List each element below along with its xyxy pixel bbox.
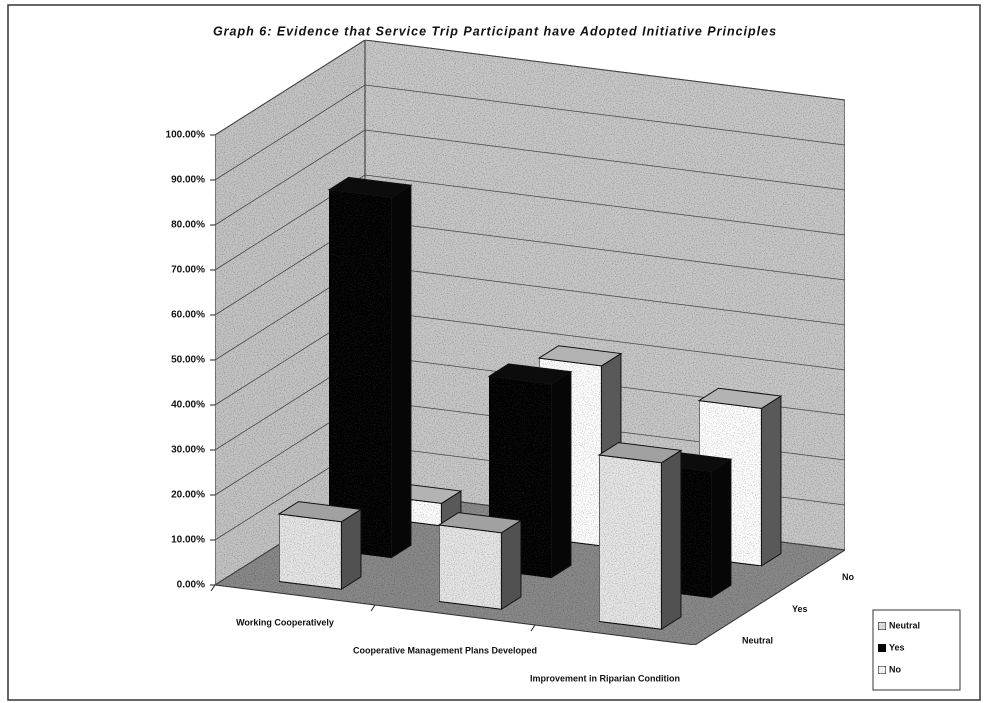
bar-top: [487, 363, 573, 385]
y-tick-label: 0.00%: [177, 580, 205, 591]
legend-label: No: [889, 664, 901, 674]
legend-swatch: [877, 665, 887, 675]
y-tick-label: 80.00%: [171, 220, 205, 231]
depth-label: Neutral: [742, 636, 773, 646]
y-tick-label: 100.00%: [166, 130, 206, 141]
bar-top: [537, 345, 623, 367]
y-tick-label: 90.00%: [171, 175, 205, 186]
legend-box: [872, 609, 961, 691]
y-tick-label: 40.00%: [171, 400, 205, 411]
bar-side: [710, 458, 732, 599]
bar-front: [328, 189, 392, 559]
x-tick-label: Cooperative Management Plans Developed: [353, 645, 537, 655]
legend-label: Neutral: [889, 620, 920, 630]
grid-line: [214, 39, 846, 136]
bar: [327, 176, 413, 559]
x-tick-label: Working Cooperatively: [236, 617, 334, 627]
y-tick-label: 50.00%: [171, 355, 205, 366]
x-tick: [210, 584, 216, 592]
bar-side: [390, 184, 412, 559]
bar-side: [660, 449, 682, 631]
legend-swatch: [877, 643, 887, 653]
legend-label: Yes: [889, 642, 905, 652]
bar-side: [550, 370, 572, 579]
bar: [487, 363, 573, 579]
x-tick-label: Improvement in Riparian Condition: [530, 673, 680, 683]
bar-top: [327, 176, 413, 199]
bar: [277, 501, 363, 591]
frame: [7, 4, 981, 701]
bar-top: [597, 442, 683, 464]
y-tick-label: 60.00%: [171, 310, 205, 321]
bar-front: [598, 454, 662, 630]
y-tick-label: 20.00%: [171, 490, 205, 501]
bar-top: [697, 387, 783, 409]
bar-side: [340, 508, 362, 591]
legend-swatch: [877, 621, 887, 631]
x-tick: [530, 624, 536, 632]
bar-side: [500, 519, 522, 611]
bar-front: [438, 524, 502, 610]
y-tick-label: 10.00%: [171, 535, 205, 546]
bar-top: [277, 501, 363, 523]
bar: [437, 512, 523, 611]
bar-front: [278, 513, 342, 590]
bar: [597, 442, 683, 631]
bar-side: [760, 395, 782, 567]
bar-top: [437, 512, 523, 534]
x-tick: [370, 604, 376, 612]
grid-line: [214, 174, 846, 271]
chart-title: Graph 6: Evidence that Service Trip Part…: [213, 24, 777, 38]
depth-label: No: [842, 572, 854, 582]
y-tick-label: 70.00%: [171, 265, 205, 276]
grid-line: [214, 84, 846, 181]
depth-label: Yes: [792, 604, 808, 614]
grid-line: [214, 129, 846, 226]
y-tick-label: 30.00%: [171, 445, 205, 456]
